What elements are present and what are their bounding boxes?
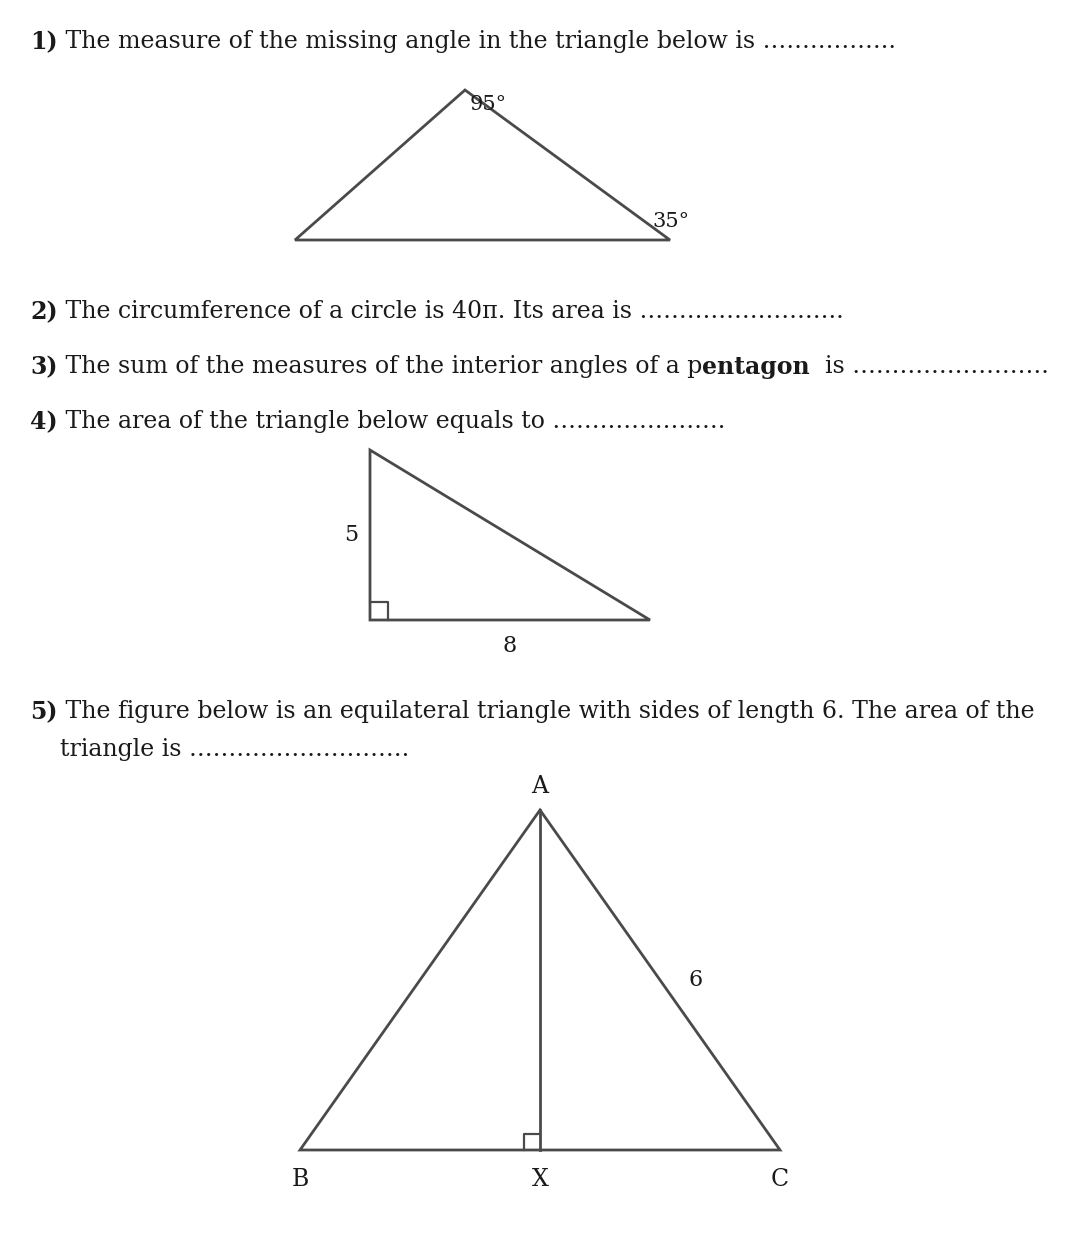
Text: entagon: entagon bbox=[702, 354, 810, 379]
Text: triangle is ……………………….: triangle is ………………………. bbox=[30, 738, 409, 761]
Text: C: C bbox=[771, 1168, 789, 1191]
Text: B: B bbox=[292, 1168, 309, 1191]
Text: The sum of the measures of the interior angles of a p: The sum of the measures of the interior … bbox=[57, 354, 702, 378]
Text: 95°: 95° bbox=[470, 95, 508, 114]
Text: is …………………….: is ……………………. bbox=[810, 354, 1049, 378]
Text: 6: 6 bbox=[688, 968, 702, 991]
Text: 3): 3) bbox=[30, 354, 57, 379]
Text: 1): 1) bbox=[30, 30, 57, 54]
Text: 5): 5) bbox=[30, 700, 57, 724]
Text: X: X bbox=[531, 1168, 549, 1191]
Text: 4): 4) bbox=[30, 411, 57, 434]
Text: The area of the triangle below equals to ………………….: The area of the triangle below equals to… bbox=[57, 411, 725, 433]
Text: 35°: 35° bbox=[652, 212, 689, 231]
Text: The figure below is an equilateral triangle with sides of length 6. The area of : The figure below is an equilateral trian… bbox=[57, 700, 1035, 723]
Text: A: A bbox=[531, 775, 549, 797]
Text: The measure of the missing angle in the triangle below is ……………..: The measure of the missing angle in the … bbox=[57, 30, 895, 52]
Text: 8: 8 bbox=[503, 635, 517, 656]
Text: The circumference of a circle is 40π. Its area is ……………………..: The circumference of a circle is 40π. It… bbox=[57, 300, 843, 323]
Text: 5: 5 bbox=[343, 524, 357, 547]
Text: 2): 2) bbox=[30, 300, 57, 324]
